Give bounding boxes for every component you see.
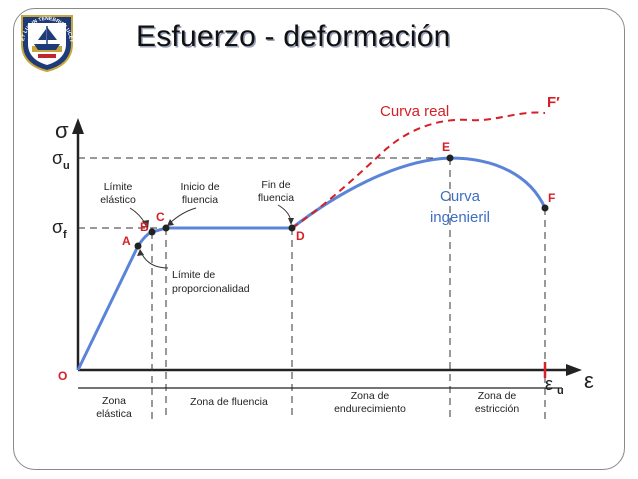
- point-c: [162, 224, 170, 232]
- arrowhead-inicio-fluencia: [167, 219, 174, 226]
- axis-x-symbol: ε: [584, 368, 594, 393]
- axis-y-symbol: σ: [55, 118, 69, 143]
- annotation-arrowheads: [137, 218, 294, 256]
- arrow-inicio-fluencia: [169, 207, 197, 224]
- arrowhead-fin-fluencia: [288, 218, 294, 225]
- annotation-proporcionalidad: Límite de proporcionalidad: [172, 269, 250, 295]
- zone-fluencia: Zona de fluencia: [190, 396, 268, 408]
- svg-text:σ: σ: [52, 148, 63, 168]
- curva-real-label: Curva real: [380, 103, 449, 120]
- label-f-prime: F′: [547, 94, 560, 111]
- zone-endurecimiento-line1: Zona de: [351, 390, 390, 402]
- svg-text:ingenieril: ingenieril: [430, 209, 490, 226]
- annotation-arrows: [129, 204, 292, 269]
- annotation-inicio-fluencia-line1: Inicio de: [180, 181, 219, 193]
- svg-text:u: u: [557, 385, 564, 397]
- svg-text:ε: ε: [545, 374, 553, 394]
- point-b: [148, 228, 156, 236]
- svg-text:f: f: [63, 229, 67, 241]
- zone-endurecimiento-line2: endurecimiento: [334, 403, 406, 415]
- point-d: [288, 224, 296, 232]
- arrow-limite-proporcionalidad: [140, 251, 169, 269]
- annotation-fin-fluencia-line2: fluencia: [258, 192, 294, 204]
- annotation-limite-proporcionalidad-line1: Límite de: [172, 269, 215, 281]
- slide-title: Esfuerzo - deformación: [136, 20, 451, 53]
- origin-label: O: [58, 369, 67, 383]
- pucp-seal-logo: ET LUX IN TENEBRIS LUCET: [20, 15, 74, 72]
- zone-estriccion-line2: estricción: [475, 403, 520, 415]
- label-c: C: [156, 210, 165, 224]
- annotation-limite-elastico-line2: elástico: [100, 194, 136, 206]
- sigma-u-label: σ u: [52, 148, 70, 172]
- zone-elastica-line2: elástica: [96, 408, 132, 420]
- label-e: E: [442, 140, 450, 154]
- y-axis-arrow: [72, 118, 84, 134]
- annotation-labels: Límite elástico Inicio de fluencia Fin d…: [100, 179, 294, 206]
- svg-text:σ: σ: [52, 217, 63, 237]
- x-axis-arrow: [566, 364, 582, 376]
- point-labels: A B C D E F F′: [122, 94, 560, 248]
- label-f: F: [548, 191, 555, 205]
- annotation-limite-elastico-line1: Límite: [104, 181, 133, 193]
- curva-ingenieril-label: Curva ingenieril: [430, 188, 490, 226]
- annotation-limite-proporcionalidad-line2: proporcionalidad: [172, 283, 250, 295]
- zone-estriccion-line1: Zona de: [478, 390, 517, 402]
- axes: [72, 118, 582, 376]
- arrowhead-limite-elastico: [142, 220, 149, 229]
- point-a: [134, 242, 142, 250]
- label-d: D: [296, 229, 305, 243]
- point-f: [541, 204, 549, 212]
- arrowhead-limite-proporcionalidad: [137, 249, 144, 256]
- label-b: B: [140, 220, 149, 234]
- zone-elastica-line1: Zona: [102, 395, 126, 407]
- label-a: A: [122, 234, 131, 248]
- curve-points: [134, 154, 549, 250]
- svg-text:u: u: [63, 160, 70, 172]
- epsilon-u-label: ε u: [545, 374, 564, 397]
- engineering-curve: [76, 156, 547, 371]
- annotation-fin-fluencia-line1: Fin de: [261, 179, 290, 191]
- real-curve: [291, 111, 546, 229]
- zone-labels: Zona elástica Zona de fluencia Zona de e…: [96, 390, 519, 420]
- slide-frame: [13, 8, 625, 470]
- point-e: [446, 154, 454, 162]
- sigma-f-label: σ f: [52, 217, 67, 241]
- svg-text:Curva: Curva: [440, 188, 481, 205]
- annotation-inicio-fluencia-line2: fluencia: [182, 194, 218, 206]
